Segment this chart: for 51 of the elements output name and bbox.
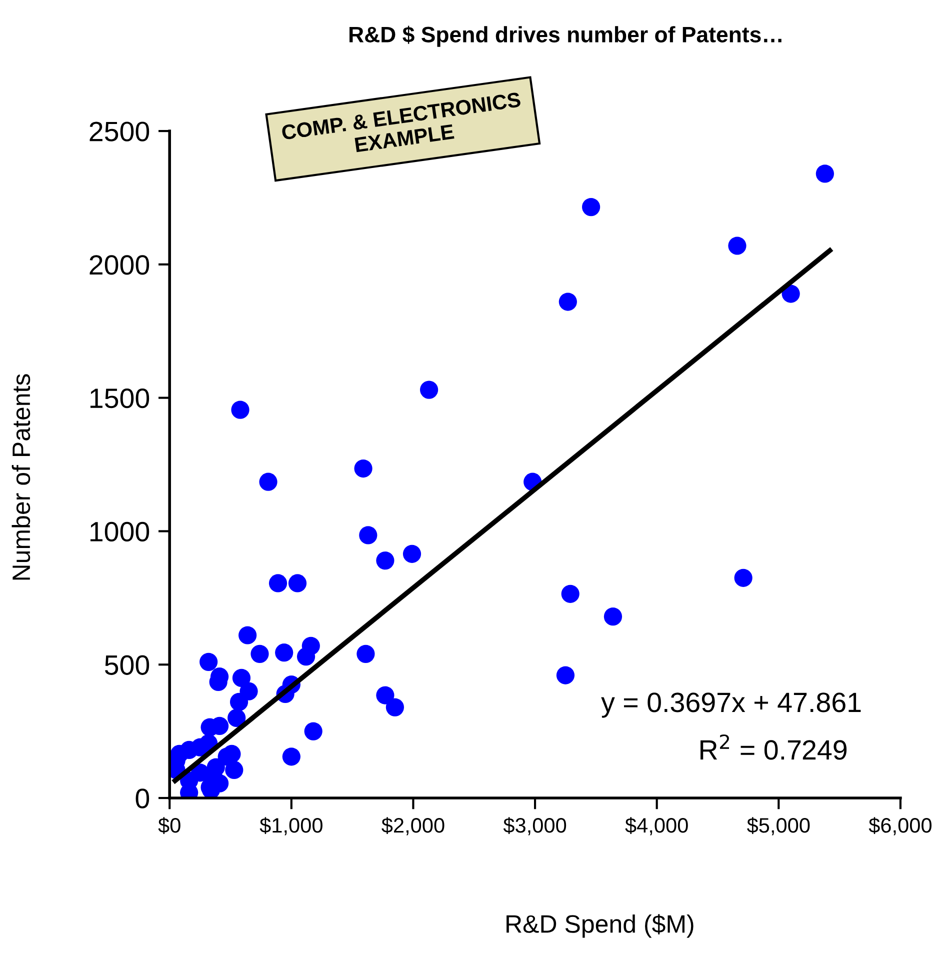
- point: [582, 198, 600, 216]
- point: [376, 552, 394, 570]
- y-tick-label: 1500: [90, 388, 150, 408]
- point: [231, 400, 250, 419]
- x-tick-label: $6,000: [868, 817, 932, 836]
- point: [356, 644, 375, 663]
- point: [282, 748, 300, 766]
- point: [288, 574, 307, 592]
- point: [816, 164, 834, 183]
- point: [354, 459, 372, 478]
- y-tick-label: 2500: [90, 122, 150, 142]
- chart-title: R&D $ Spend drives number of Patents…: [350, 26, 782, 47]
- point: [268, 574, 288, 592]
- annotation: COMP. & ELECTRONICS EXAMPLE: [281, 92, 521, 152]
- x-tick-label: $2,000: [382, 817, 444, 836]
- point: [402, 544, 422, 563]
- point: [420, 380, 438, 399]
- point: [200, 652, 218, 671]
- y-axis-title: Number of Patents: [12, 374, 30, 580]
- point: [376, 686, 394, 704]
- point: [782, 284, 800, 303]
- point: [275, 644, 294, 662]
- point: [556, 666, 575, 684]
- x-axis-title: R&D Spend ($M): [506, 914, 694, 938]
- annotation: R$^{2}$ = 0.7249: [700, 734, 847, 760]
- point: [250, 644, 269, 663]
- point: [232, 668, 251, 687]
- point: [230, 692, 248, 712]
- y-tick-label: 0: [136, 788, 150, 808]
- point: [561, 584, 580, 603]
- x-tick-label: $3,000: [503, 817, 566, 836]
- y-tick-label: 2000: [90, 255, 150, 275]
- point: [296, 648, 316, 666]
- point: [604, 608, 622, 626]
- point: [359, 526, 378, 544]
- point: [386, 698, 404, 716]
- point: [728, 236, 746, 255]
- point: [238, 626, 257, 644]
- x-tick-label: $0: [158, 817, 180, 834]
- point: [558, 292, 577, 311]
- y-tick-label: 1000: [90, 522, 150, 542]
- point: [734, 568, 752, 587]
- annotation: y = 0.3697x + 47.861: [601, 692, 861, 718]
- x-tick-label: $4,000: [625, 817, 688, 836]
- x-tick-label: $5,000: [747, 817, 810, 836]
- x-tick-label: $1,000: [260, 817, 322, 836]
- point: [225, 760, 244, 780]
- point: [304, 722, 322, 740]
- y-tick-label: 500: [104, 655, 150, 675]
- point: [228, 708, 246, 728]
- point: [259, 472, 278, 491]
